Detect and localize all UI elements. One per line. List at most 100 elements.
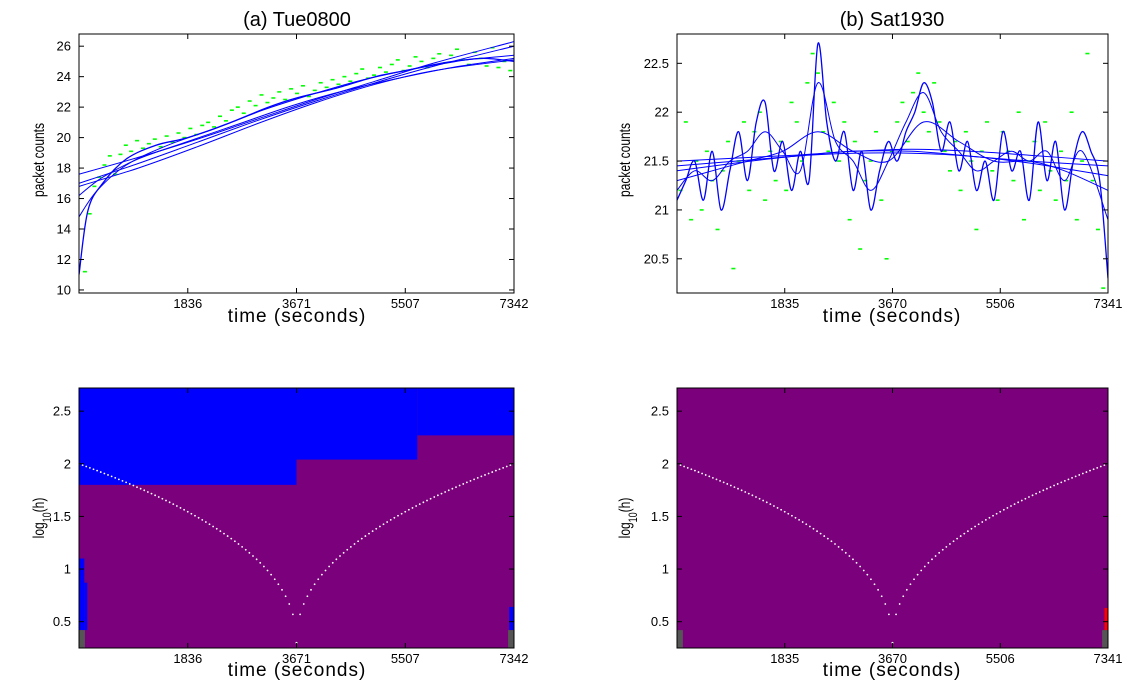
panel-c-cone-dot — [262, 565, 265, 568]
panel-c-cone-dot — [204, 521, 207, 523]
panel-a-xtick-label: 5507 — [391, 296, 420, 311]
panel-d-cone-dot — [1078, 474, 1081, 476]
panel-a-smooth-curve — [79, 41, 514, 175]
panel-c-cone-dot — [487, 472, 490, 475]
panel-c-cone-dot — [313, 583, 316, 586]
panel-d-cone-dot — [805, 523, 808, 526]
panel-c-cone-dot — [150, 492, 153, 495]
panel-d-cone-dot — [726, 483, 729, 485]
panel-c-cone-dot — [237, 543, 240, 545]
panel-d-cone-dot — [690, 468, 693, 471]
panel-c-cone-dot — [465, 481, 468, 484]
panel-c-cone-dot — [103, 472, 106, 475]
panel-d-cone-dot — [1103, 464, 1106, 467]
panel-c-cone-dot — [241, 545, 244, 548]
panel-b-ytick-label: 22.5 — [644, 56, 669, 71]
panel-d-cone-dot — [841, 548, 844, 551]
panel-c-cone-dot — [190, 512, 193, 515]
panel-d-cone-dot — [762, 499, 765, 502]
panel-c-cone-dot — [317, 578, 320, 581]
panel-c-cone-dot — [244, 548, 247, 551]
panel-d-cone-dot — [905, 588, 908, 591]
panel-c-cone-dot — [339, 555, 341, 557]
panel-b-smooth-curve — [677, 148, 1108, 162]
panel-b-xtick-label: 1835 — [770, 296, 799, 311]
panel-d-cone-dot — [1081, 472, 1084, 475]
panel-d-cone-dot — [970, 527, 973, 530]
panel-c-cone-dot — [404, 510, 407, 513]
panel-d-cone-dot — [848, 555, 851, 557]
panel-d-cone-dot — [765, 501, 768, 504]
panel-c-cone-dot — [407, 508, 410, 511]
panel-a-plot: 1836 3671 5507 7342 10 12 14 16 18 20 22 24 26 — [57, 33, 528, 311]
panel-d-cone-dot — [984, 519, 987, 521]
panel-a-ytick-label: 22 — [57, 100, 71, 115]
panel-b-xtick-label: 3670 — [878, 296, 907, 311]
panel-c-cone-dot — [117, 478, 120, 481]
panel-d-cone-dot — [1031, 494, 1034, 497]
panel-d-cone-dot — [830, 540, 833, 543]
panel-c-cone-dot — [502, 466, 505, 469]
panel-c-cone-dot — [349, 545, 352, 548]
panel-d-cone-dot — [866, 573, 869, 576]
panel-c-cone-dot — [498, 468, 501, 471]
panel-c-cone-dot — [92, 468, 95, 471]
panel-d-cone-dot — [758, 497, 761, 500]
panel-d-cone-dot — [945, 545, 948, 548]
panel-c-cone-dot — [212, 525, 215, 528]
panel-c-cone-dot — [418, 503, 421, 506]
panel-d-cone-dot — [683, 465, 686, 468]
panel-d-cone-dot — [902, 595, 905, 598]
panel-c-cone-dot — [197, 516, 200, 519]
panel-d-cone-dot — [1099, 465, 1102, 468]
panel-b-smooth-curve — [677, 150, 1108, 167]
panel-c-cone-dot — [346, 548, 349, 551]
panel-c-cone-dot — [469, 479, 472, 482]
panel-c-cone-dot — [440, 492, 443, 495]
panel-b-ytick-label: 22 — [655, 105, 669, 120]
panel-b-xtick-label: 7341 — [1094, 296, 1123, 311]
panel-c-axes-frame — [78, 387, 515, 649]
panel-d-cone-dot — [787, 512, 790, 515]
panel-a-smooth-curve — [79, 57, 514, 196]
panel-c-cone-dot — [128, 483, 131, 485]
panel-d-cone-dot — [744, 491, 747, 493]
panel-c-ytick-label: 2.5 — [53, 404, 71, 419]
panel-c-cone-dot — [473, 478, 476, 481]
panel-d-cone-dot — [873, 583, 876, 586]
panel-d-cone-dot — [1049, 486, 1052, 489]
panel-a-smooth-curve — [79, 54, 514, 218]
panel-c-cone-dot — [154, 494, 157, 497]
panel-c-xlabel: time (seconds) — [228, 660, 367, 681]
panel-a-smooth-curve — [79, 59, 514, 187]
panel-a-ytick-label: 20 — [57, 130, 71, 145]
panel-d-ytick-label: 2 — [662, 456, 669, 471]
panel-d-cone-dot — [826, 537, 829, 540]
panel-a-data-layer — [79, 41, 514, 275]
panel-d-cone-dot — [719, 479, 721, 482]
panel-c-cone-dot — [364, 535, 367, 537]
panel-c-cone-dot — [273, 578, 276, 581]
panel-c-region-blue — [296, 388, 418, 460]
panel-d-cone-dot — [740, 489, 743, 492]
panel-c-cone-dot — [400, 512, 403, 515]
panel-d-cone-dot — [776, 506, 779, 509]
panel-c-cone-dot — [270, 573, 273, 576]
panel-c-cone-dot — [320, 573, 323, 576]
panel-d-cone-dot — [1056, 483, 1059, 485]
panel-c-cone-dot — [233, 540, 236, 543]
panel-c-cone-dot — [302, 603, 305, 605]
panel-a-xlabel: time (seconds) — [228, 306, 367, 327]
panel-a-axes-frame — [78, 33, 515, 294]
panel-c-cone-dot — [447, 489, 450, 492]
panel-d-cone-dot — [1028, 496, 1030, 498]
panel-d-cone-dot — [852, 558, 854, 561]
panel-b-ylabel: packet counts — [615, 123, 633, 197]
panel-d-cone-dot — [995, 512, 998, 515]
panel-c-cone-dot — [284, 595, 287, 598]
panel-d-region-red — [1104, 608, 1108, 631]
panel-c-cone-dot — [223, 532, 225, 535]
panel-c-cone-dot — [476, 476, 479, 479]
panel-c-cone-dot — [335, 558, 338, 561]
panel-c-ylabel: log10(h) — [29, 498, 54, 539]
